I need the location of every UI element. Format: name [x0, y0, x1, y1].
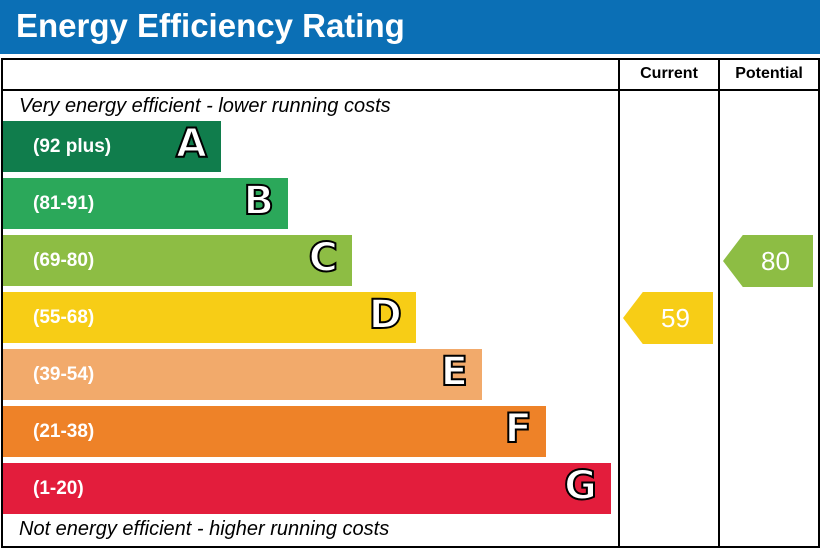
band-letter: D: [368, 291, 403, 339]
band-b: (81-91) B: [3, 177, 288, 229]
band-range-label: (55-68): [33, 307, 95, 328]
divider-potential: [718, 58, 720, 546]
band-range-label: (81-91): [33, 193, 95, 214]
band-letter: E: [440, 348, 469, 396]
band-letter: A: [175, 120, 208, 168]
potential-rating-arrow-value: 80: [761, 246, 790, 276]
note-efficient: Very energy efficient - lower running co…: [19, 95, 391, 117]
current-rating-arrow: 59: [623, 292, 713, 344]
potential-rating-arrow: 80: [723, 235, 813, 287]
band-range-label: (69-80): [33, 250, 95, 271]
band-e: (39-54) E: [3, 348, 482, 400]
note-inefficient: Not energy efficient - higher running co…: [19, 518, 390, 540]
header-bar: Energy Efficiency Rating: [0, 0, 820, 54]
header-divider: [1, 89, 820, 91]
current-rating-arrow-value: 59: [661, 303, 690, 333]
band-f: (21-38) F: [3, 405, 546, 457]
band-range-label: (92 plus): [33, 136, 112, 157]
column-header-potential: Potential: [735, 65, 803, 82]
band-d: (55-68) D: [3, 291, 416, 343]
band-c: (69-80) C: [3, 234, 352, 286]
band-a: (92 plus) A: [3, 120, 221, 172]
band-letter: B: [243, 177, 275, 225]
band-letter: C: [308, 234, 339, 282]
band-range-label: (1-20): [33, 478, 84, 499]
divider-current: [618, 58, 620, 546]
chart-title: Energy Efficiency Rating: [16, 7, 405, 44]
band-range-label: (39-54): [33, 364, 95, 385]
band-letter: G: [563, 462, 598, 510]
band-letter: F: [504, 405, 533, 453]
band-range-label: (21-38): [33, 421, 95, 442]
band-g: (1-20) G: [3, 462, 611, 514]
column-header-current: Current: [640, 65, 698, 82]
